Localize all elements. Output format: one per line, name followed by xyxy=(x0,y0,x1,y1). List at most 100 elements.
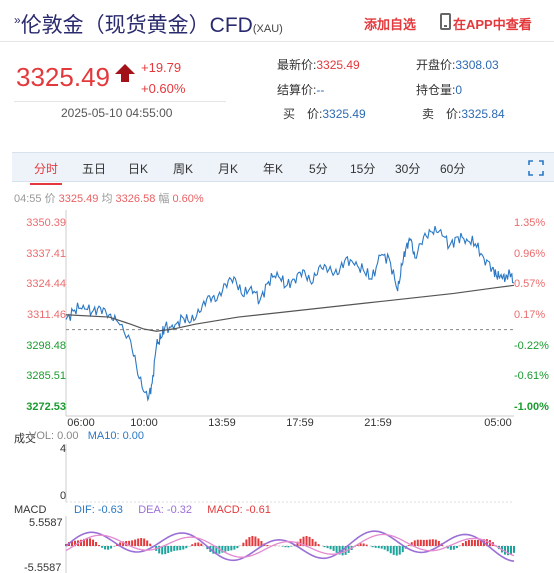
macd-histogram-bar xyxy=(437,540,440,546)
quote-divider xyxy=(14,101,226,102)
tab-30min[interactable]: 30分 xyxy=(395,162,421,176)
tab-yearly-k[interactable]: 年K xyxy=(263,162,284,176)
macd-histogram-bar xyxy=(83,538,86,546)
macd-histogram-bar xyxy=(461,543,464,546)
tab-weekly-k[interactable]: 周K xyxy=(173,162,194,176)
macd-histogram-bar xyxy=(503,546,506,555)
macd-histogram-bar xyxy=(233,546,236,550)
open-in-app-button[interactable]: 在APP中查看 xyxy=(436,14,532,33)
tab-five-day[interactable]: 五日 xyxy=(82,162,107,176)
quote-timestamp: 2025-05-10 04:55:00 xyxy=(61,106,173,120)
macd-histogram-bar xyxy=(104,546,107,550)
macd-histogram-bar xyxy=(218,546,221,554)
ask-price-value: 3325.84 xyxy=(461,107,505,121)
settle-price-field: 结算价:-- xyxy=(277,81,324,98)
macd-histogram-bar xyxy=(365,544,368,546)
fullscreen-icon[interactable] xyxy=(528,160,544,176)
macd-histogram-bar xyxy=(236,546,239,549)
price-line xyxy=(65,225,515,402)
macd-histogram-bar xyxy=(137,538,140,546)
ma10-value-label: MA10: 0.00 xyxy=(87,430,144,442)
percent-axis-tick: 0.96% xyxy=(514,247,546,260)
macd-histogram-bar xyxy=(476,539,479,546)
macd-panel xyxy=(65,516,515,573)
macd-histogram-bar xyxy=(305,535,308,546)
macd-histogram-bar xyxy=(134,539,137,546)
macd-histogram-bar xyxy=(224,546,227,552)
macd-histogram-bar xyxy=(374,546,377,548)
dea-value-label: DEA: -0.32 xyxy=(138,504,192,516)
macd-histogram-bar xyxy=(428,539,431,546)
macd-histogram-bar xyxy=(335,546,338,553)
tab-daily-k[interactable]: 日K xyxy=(128,162,149,176)
dif-line xyxy=(65,530,515,562)
macd-histogram-bar xyxy=(131,540,134,546)
last-price-value: 3325.49 xyxy=(316,58,360,72)
tab-intraday[interactable]: 分时 xyxy=(29,162,63,185)
macd-histogram-bar xyxy=(287,546,290,548)
macd-histogram-bar xyxy=(329,546,332,550)
price-axis-tick: 3311.46 xyxy=(27,309,66,321)
macd-histogram-bar xyxy=(194,542,197,546)
price-axis-tick: 3350.39 xyxy=(26,217,66,229)
tab-60min[interactable]: 60分 xyxy=(440,162,466,176)
macd-histogram-bar xyxy=(464,541,467,546)
settle-price-label: 结算价: xyxy=(277,83,317,97)
up-arrow-icon xyxy=(115,64,135,74)
tab-monthly-k[interactable]: 月K xyxy=(218,162,239,176)
macd-histogram-bar xyxy=(206,546,209,550)
tab-15min[interactable]: 15分 xyxy=(350,162,376,176)
macd-histogram-bar xyxy=(425,539,428,546)
macd-histogram-bar xyxy=(215,546,218,555)
macd-histogram-bar xyxy=(227,546,230,551)
macd-histogram-bar xyxy=(513,546,515,553)
macd-histogram-bar xyxy=(407,545,410,546)
macd-histogram-bar xyxy=(362,543,365,546)
macd-histogram-bar xyxy=(122,541,125,546)
percent-axis-tick: 0.57% xyxy=(514,278,546,291)
macd-histogram-bar xyxy=(506,546,509,556)
macd-histogram-bar xyxy=(101,546,104,548)
macd-histogram-bar xyxy=(254,536,257,546)
macd-histogram-bar xyxy=(356,544,359,546)
intraday-price-chart[interactable] xyxy=(0,210,554,450)
time-axis-tick: 10:00 xyxy=(130,417,158,429)
macd-histogram-bar xyxy=(86,538,89,546)
add-to-watchlist-button[interactable]: 添加自选 xyxy=(364,17,417,32)
tab-5min[interactable]: 5分 xyxy=(309,162,328,176)
volume-bottom-tick: 0 xyxy=(60,490,67,502)
macd-histogram-bar xyxy=(314,541,317,546)
macd-histogram-bar xyxy=(392,546,395,555)
macd-histogram-bar xyxy=(146,540,149,546)
volume-top-tick: 4 xyxy=(60,443,67,455)
bid-price-value: 3325.49 xyxy=(322,107,366,121)
macd-histogram-bar xyxy=(200,543,203,546)
time-axis-tick: 21:59 xyxy=(364,417,392,429)
info-avg-label: 均 xyxy=(101,193,113,205)
open-price-label: 开盘价: xyxy=(416,58,456,72)
open-price-field: 开盘价:3308.03 xyxy=(416,56,499,73)
macd-histogram-bar xyxy=(74,540,77,546)
macd-histogram-bar xyxy=(470,539,473,546)
macd-histogram-bar xyxy=(221,546,224,553)
dea-line xyxy=(65,533,515,558)
crosshair-info: 04:55 价 3325.49 均 3326.58 幅 0.60% xyxy=(14,190,204,206)
macd-histogram-bar xyxy=(197,542,200,546)
percent-axis-tick: -0.61% xyxy=(514,370,549,383)
macd-histogram-bar xyxy=(230,546,233,551)
last-price-label: 最新价: xyxy=(277,58,317,72)
macd-histogram-bar xyxy=(251,535,254,546)
macd-histogram-bar xyxy=(89,538,92,546)
volume-title: 成交 xyxy=(14,433,36,445)
phone-icon xyxy=(440,13,451,30)
macd-histogram-bar xyxy=(434,539,437,546)
info-amp-label: 幅 xyxy=(158,193,170,205)
macd-histogram-bar xyxy=(71,541,74,546)
macd-histogram-bar xyxy=(371,546,374,548)
macd-histogram-bar xyxy=(182,546,185,550)
time-axis-tick: 05:00 xyxy=(484,417,512,429)
macd-histogram-bar xyxy=(302,536,305,546)
macd-histogram-bar xyxy=(467,540,470,546)
info-price-value: 3325.49 xyxy=(58,193,99,205)
last-price-field: 最新价:3325.49 xyxy=(277,56,360,73)
